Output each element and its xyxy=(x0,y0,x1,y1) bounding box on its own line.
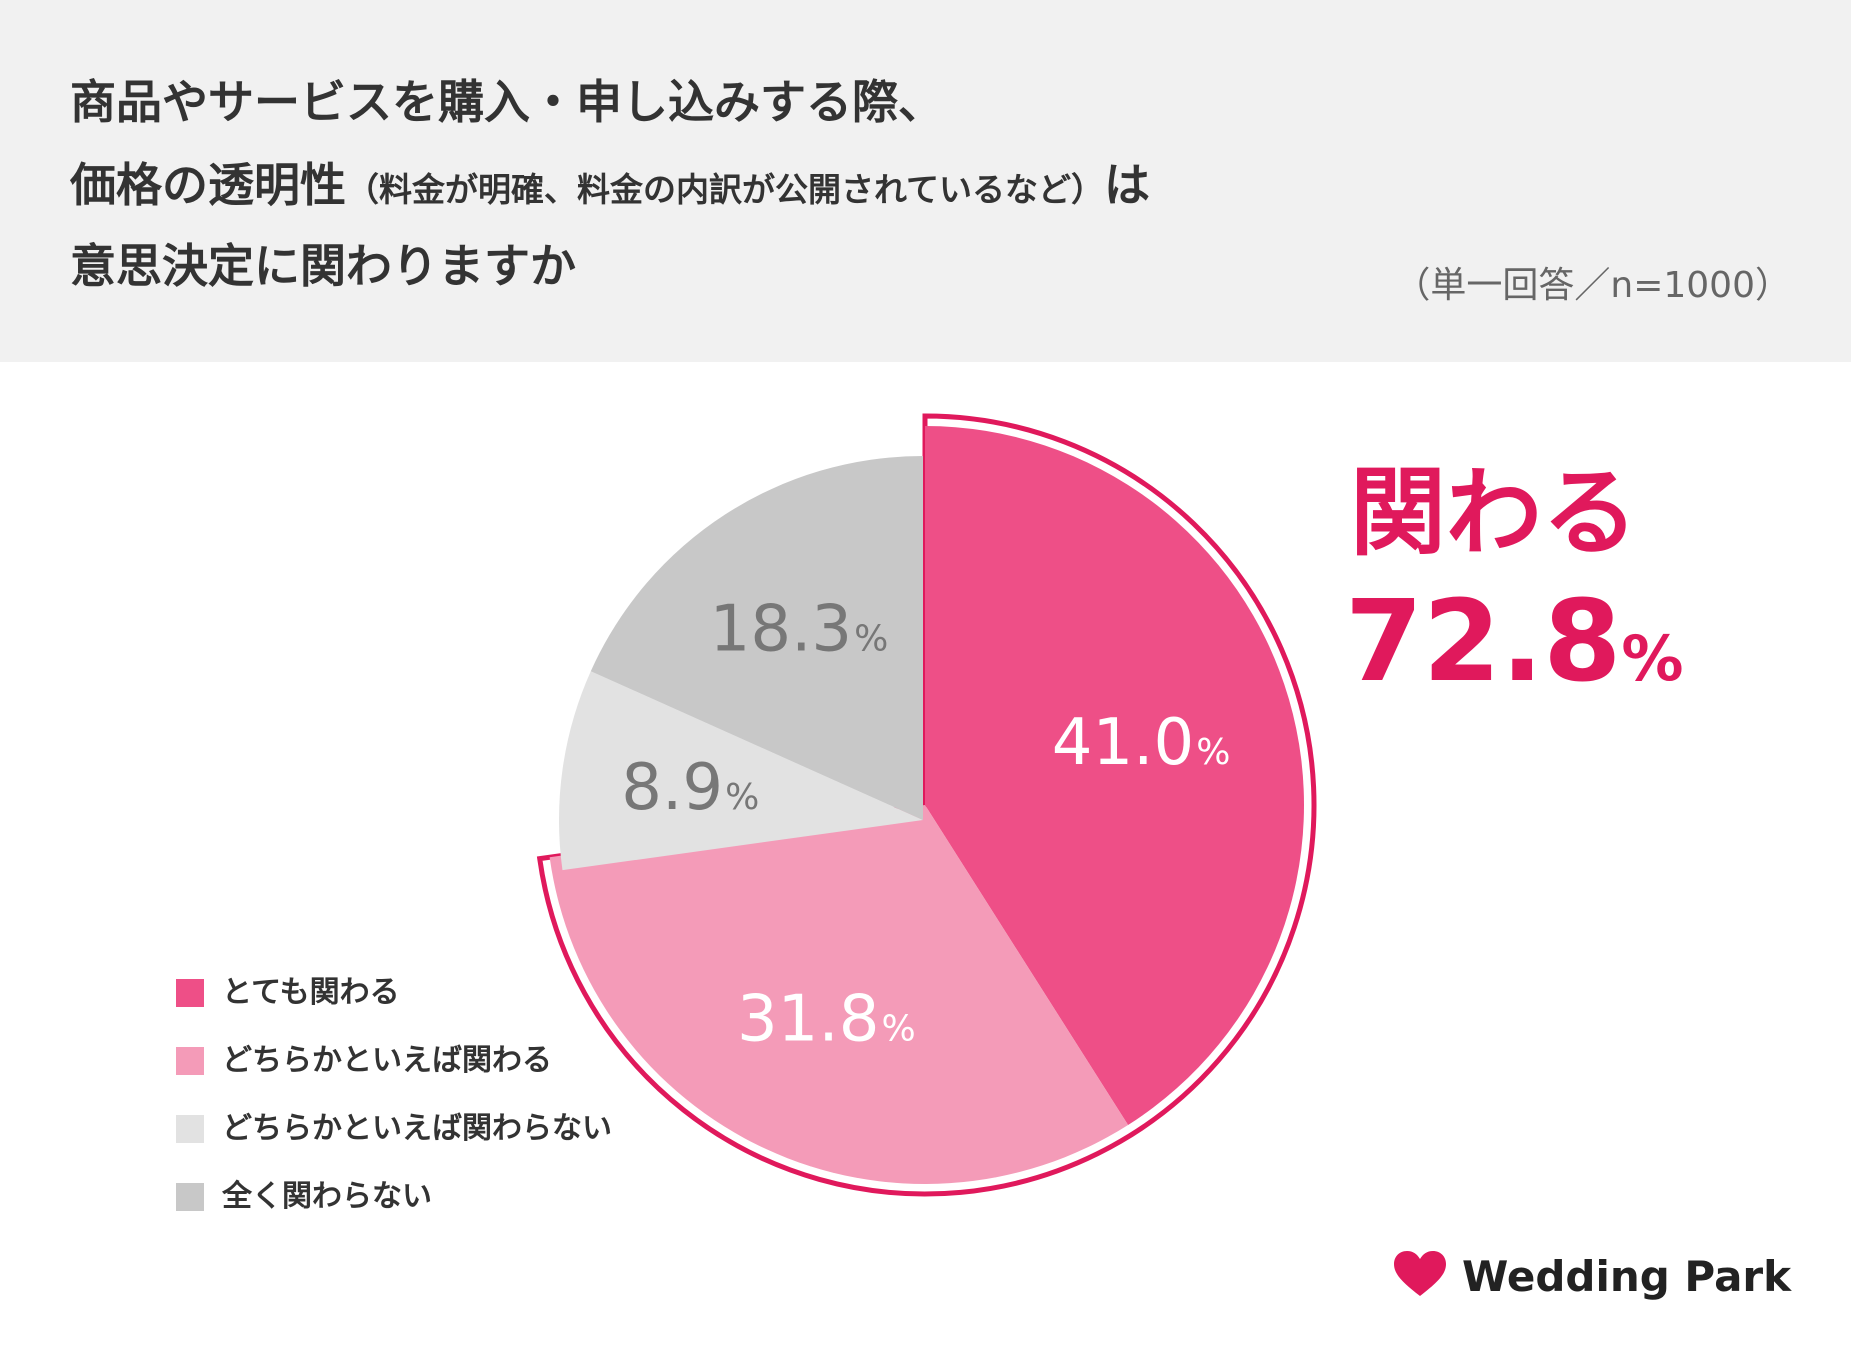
title-line-2: 価格の透明性（料金が明確、料金の内訳が公開されているなど）は xyxy=(70,157,1150,218)
legend-label-somewhat: どちらかといえば関わる xyxy=(222,1043,552,1078)
highlight-value: 72.8% xyxy=(1345,582,1683,719)
highlight-label: 関わる xyxy=(1350,457,1638,569)
title-line-2-tail: は xyxy=(1104,158,1151,212)
heart-icon xyxy=(1394,1251,1446,1296)
slice-label-somewhat: 31.8% xyxy=(737,982,916,1056)
sample-note: （単一回答／n=1000） xyxy=(1394,265,1791,306)
title-line-3: 意思決定に関わりますか xyxy=(70,239,576,293)
brand-name: Wedding Park xyxy=(1462,1252,1792,1301)
title-line-2-main: 価格の透明性 xyxy=(70,158,346,212)
legend-label-very: とても関わる xyxy=(222,975,400,1010)
brand-logo: Wedding Park xyxy=(1392,1250,1791,1306)
legend-label-not-at-all: 全く関わらない xyxy=(222,1179,432,1214)
title-line-1: 商品やサービスを購入・申し込みする際、 xyxy=(70,75,944,129)
slice-label-somewhat-not: 8.9% xyxy=(621,751,759,825)
title-line-2-note: （料金が明確、料金の内訳が公開されているなど） xyxy=(346,170,1105,209)
header-band: 商品やサービスを購入・申し込みする際、 価格の透明性（料金が明確、料金の内訳が公… xyxy=(0,0,1851,362)
legend-swatch-not-at-all xyxy=(176,1183,204,1211)
highlight-number: 72.8 xyxy=(1345,577,1622,707)
slice-not-at-all xyxy=(590,456,923,820)
legend-swatch-somewhat-not xyxy=(176,1115,204,1143)
slice-label-not-at-all: 18.3% xyxy=(710,593,889,667)
slice-label-very: 41.0% xyxy=(1052,706,1231,780)
highlight-unit: % xyxy=(1621,622,1684,695)
legend-swatch-somewhat xyxy=(176,1047,204,1075)
legend-label-somewhat-not: どちらかといえば関わらない xyxy=(222,1111,612,1146)
slice-somewhat-not xyxy=(558,671,923,871)
slice-very xyxy=(925,426,1305,1125)
slice-somewhat xyxy=(549,805,1129,1184)
legend-swatch-very xyxy=(176,979,204,1007)
